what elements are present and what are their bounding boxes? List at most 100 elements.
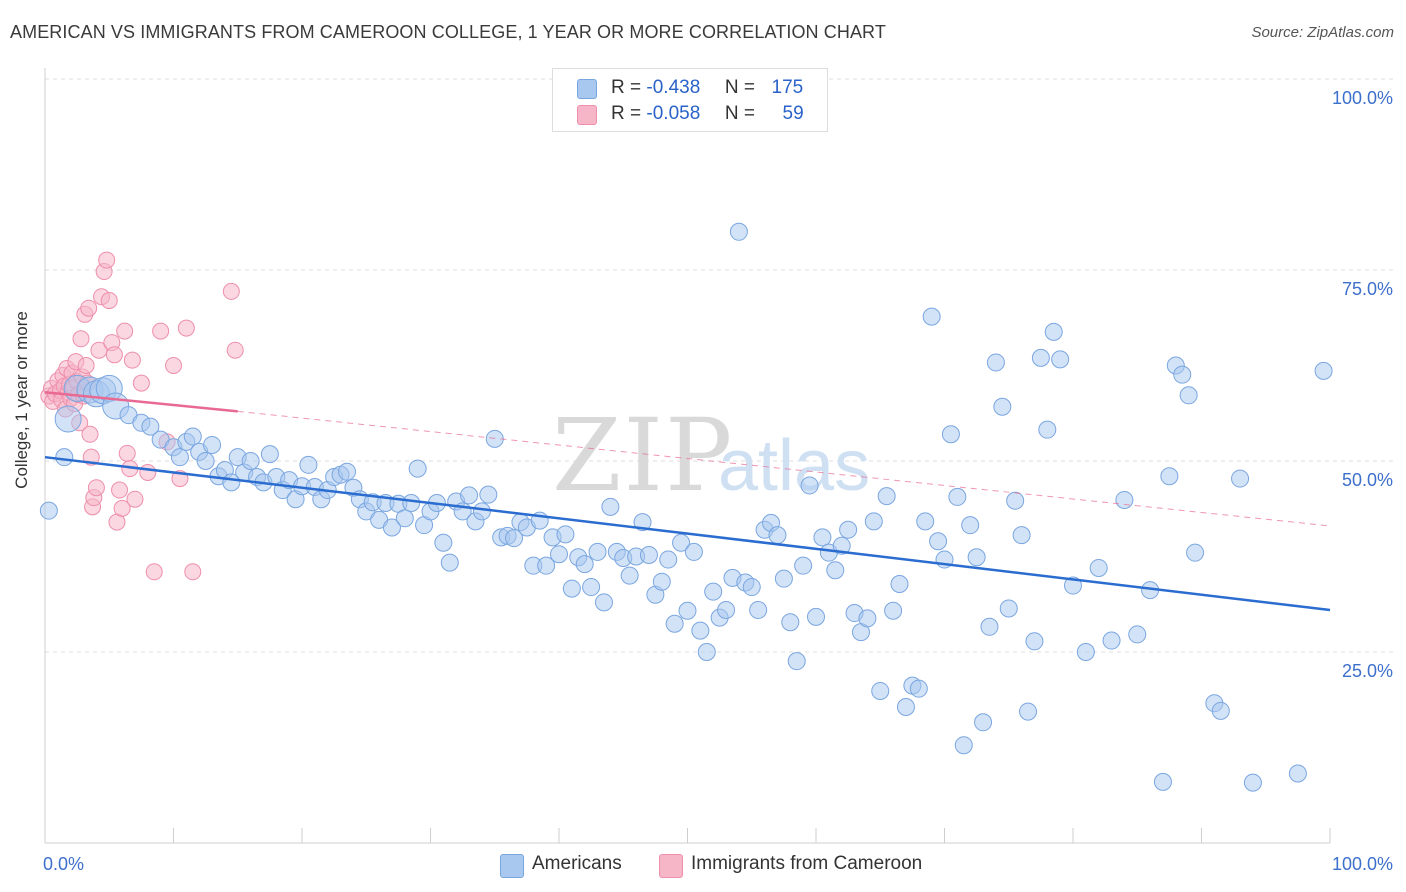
n-label: N = — [724, 77, 755, 98]
data-point-american — [884, 601, 903, 620]
data-point-american — [479, 485, 498, 504]
trend-line-americans — [44, 455, 1331, 612]
data-point-american — [183, 427, 202, 446]
r-label: R = — [611, 77, 642, 98]
data-point-american — [575, 555, 594, 574]
data-point-american — [896, 698, 915, 717]
data-point-cameroon — [165, 357, 182, 374]
y-tick-label: 50.0% — [1342, 470, 1393, 490]
data-point-american — [505, 529, 524, 548]
r-label: R = — [611, 103, 642, 124]
trend-line-cameroon-extension — [237, 410, 1331, 527]
data-point-american — [1288, 764, 1307, 783]
data-point-cameroon — [87, 479, 105, 497]
y-tick-label: 100.0% — [1332, 88, 1393, 108]
data-point-american — [826, 561, 845, 580]
x-tick-label-max: 100.0% — [1332, 854, 1393, 874]
data-point-american — [196, 452, 215, 470]
data-point-american — [1102, 631, 1121, 650]
data-point-cameroon — [100, 292, 118, 310]
data-point-cameroon — [72, 330, 90, 348]
data-point-american — [858, 609, 877, 628]
data-point-cameroon — [177, 319, 195, 337]
data-point-american — [1211, 701, 1230, 720]
data-point-american — [241, 452, 260, 470]
r-value: -0.438 — [646, 77, 701, 98]
data-point-cameroon — [113, 499, 131, 517]
data-point-american — [594, 593, 613, 612]
data-point-american — [980, 617, 999, 636]
data-point-cameroon — [81, 425, 99, 443]
legend-label-americans: Americans — [532, 853, 622, 874]
data-point-american — [434, 533, 453, 552]
data-point-american — [999, 599, 1018, 618]
y-axis-title-wrap: College, 1 year or more — [2, 230, 42, 570]
data-point-american — [203, 435, 222, 454]
data-point-american — [909, 679, 928, 698]
trend-line-cameroon — [44, 390, 238, 413]
data-point-american — [993, 397, 1012, 416]
data-point-american — [1044, 322, 1063, 341]
data-point-american — [1025, 632, 1044, 651]
data-point-american — [1031, 348, 1050, 367]
data-point-american — [691, 621, 710, 640]
data-point-american — [260, 445, 279, 464]
data-point-american — [556, 525, 575, 544]
data-point-american — [678, 601, 697, 620]
data-point-american — [929, 532, 948, 551]
n-value: 175 — [771, 77, 804, 98]
data-point-american — [967, 548, 986, 567]
data-point-american — [781, 613, 800, 632]
data-point-american — [1243, 773, 1262, 792]
blue-swatch — [577, 79, 597, 99]
data-point-american — [1089, 558, 1108, 577]
trend-lines — [44, 390, 1331, 612]
data-point-american — [141, 417, 160, 436]
data-point-american — [729, 222, 748, 241]
data-point-american — [1064, 576, 1082, 595]
data-point-cameroon — [105, 346, 123, 364]
data-point-american — [704, 582, 723, 601]
data-point-cameroon — [222, 282, 240, 300]
data-point-american — [986, 353, 1005, 372]
data-point-american — [832, 536, 851, 555]
source-credit: Source: ZipAtlas.com — [1251, 24, 1394, 41]
data-point-american — [550, 545, 568, 564]
correlation-stats-box: R = -0.438 N = 175 R = -0.058 N = 59 — [552, 68, 828, 132]
data-point-american — [55, 448, 74, 467]
data-point-american — [601, 497, 620, 516]
data-point-american — [1006, 491, 1025, 510]
data-point-american — [382, 518, 401, 537]
pink-swatch — [577, 105, 597, 125]
data-point-american — [742, 578, 761, 597]
data-point-american — [1160, 467, 1179, 486]
data-point-american — [472, 502, 491, 521]
data-point-american — [800, 476, 819, 495]
data-point-cameroon — [145, 563, 163, 581]
data-point-american — [170, 448, 189, 467]
data-point-american — [717, 600, 736, 619]
legend-label-cameroon: Immigrants from Cameroon — [691, 853, 923, 874]
data-point-american — [1153, 772, 1172, 791]
data-point-american — [871, 681, 890, 700]
data-point-american — [1115, 490, 1134, 509]
data-point-cameroon — [80, 299, 98, 317]
data-point-american — [749, 600, 768, 619]
data-point-american — [1173, 365, 1192, 384]
r-value: -0.058 — [646, 103, 701, 124]
data-point-cameroon — [111, 481, 129, 499]
data-point-american — [39, 501, 58, 520]
data-point-american — [787, 652, 806, 671]
data-point-american — [954, 736, 973, 755]
n-value: 59 — [782, 103, 804, 124]
data-point-american — [877, 487, 896, 506]
data-point-cameroon — [123, 351, 141, 369]
data-point-american — [1076, 643, 1095, 661]
data-point-american — [440, 553, 459, 572]
data-point-american — [408, 459, 427, 478]
y-tick-label: 75.0% — [1342, 279, 1393, 299]
data-point-american — [697, 643, 716, 661]
data-point-american — [633, 513, 652, 532]
gridlines — [45, 78, 1394, 653]
